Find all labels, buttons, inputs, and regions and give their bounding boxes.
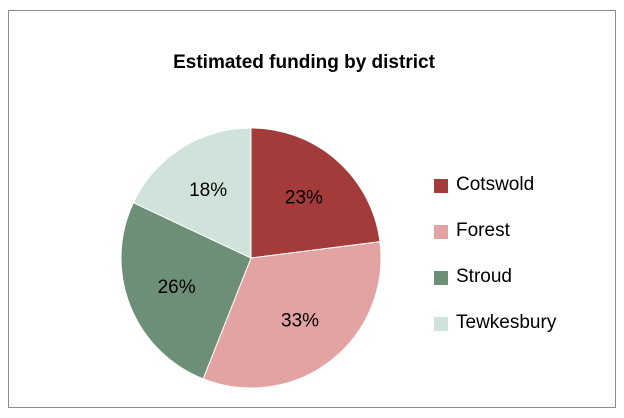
slice-label-stroud: 26% xyxy=(158,277,196,298)
pie-slice-tewkesbury xyxy=(132,127,252,259)
legend-swatch-forest xyxy=(434,225,448,239)
legend-swatch-stroud xyxy=(434,271,448,285)
slice-label-cotswold: 23% xyxy=(285,187,323,208)
pie-slice-forest xyxy=(202,241,382,389)
pie-slice-cotswold xyxy=(250,127,381,259)
legend-label-tewkesbury: Tewkesbury xyxy=(456,312,557,333)
legend-label-forest: Forest xyxy=(456,220,510,241)
slice-label-tewkesbury: 18% xyxy=(189,180,227,201)
legend-label-cotswold: Cotswold xyxy=(456,174,535,195)
legend-swatch-tewkesbury xyxy=(434,317,448,331)
slice-label-forest: 33% xyxy=(281,311,319,332)
chart-title: Estimated funding by district xyxy=(173,52,435,73)
legend-swatch-cotswold xyxy=(434,179,448,193)
pie-slice-stroud xyxy=(120,201,252,380)
legend-label-stroud: Stroud xyxy=(456,266,512,287)
